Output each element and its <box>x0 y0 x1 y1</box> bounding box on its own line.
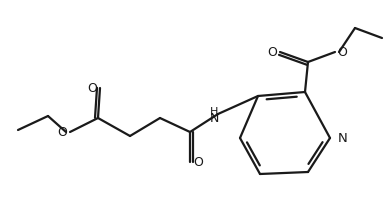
Text: O: O <box>87 82 97 94</box>
Text: N: N <box>338 131 348 145</box>
Text: N: N <box>209 113 219 125</box>
Text: O: O <box>193 156 203 168</box>
Text: O: O <box>337 46 347 58</box>
Text: H: H <box>210 107 218 117</box>
Text: O: O <box>57 125 67 139</box>
Text: O: O <box>267 46 277 58</box>
